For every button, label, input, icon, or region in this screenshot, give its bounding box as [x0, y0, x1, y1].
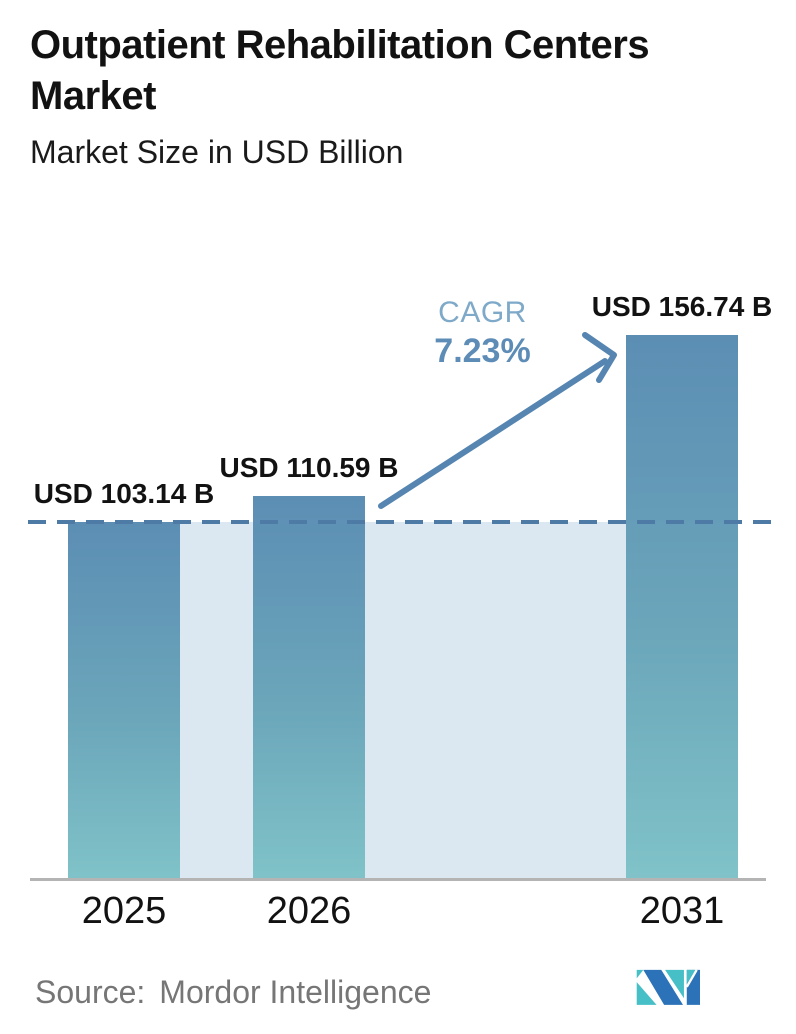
bar-2026	[253, 496, 365, 881]
mordor-intelligence-logo	[636, 969, 700, 1005]
source-label: Source:	[35, 974, 146, 1010]
bar-value-label-2031: USD 156.74 B	[591, 291, 773, 322]
x-axis-line	[30, 878, 766, 881]
x-tick-2031: 2031	[639, 890, 725, 932]
page-subtitle: Market Size in USD Billion	[30, 134, 404, 170]
bar-2031	[626, 335, 738, 881]
cagr-annotation: CAGR 7.23%	[400, 296, 565, 371]
x-tick-2026: 2026	[266, 890, 352, 932]
source-name: Mordor Intelligence	[159, 974, 432, 1010]
bar-2025	[68, 522, 180, 881]
cagr-arrow-head	[582, 332, 617, 383]
bar-value-label-2026: USD 110.59 B	[219, 452, 399, 483]
cagr-arrow-shaft	[378, 358, 608, 509]
cagr-label: CAGR	[438, 296, 527, 329]
cagr-value: 7.23%	[434, 332, 531, 370]
bar-value-label-2025: USD 103.14 B	[33, 478, 215, 509]
source-attribution: Source: Mordor Intelligence	[35, 974, 431, 1011]
page-title: Outpatient Rehabilitation Centers Market	[30, 23, 650, 119]
x-tick-2025: 2025	[81, 890, 167, 932]
